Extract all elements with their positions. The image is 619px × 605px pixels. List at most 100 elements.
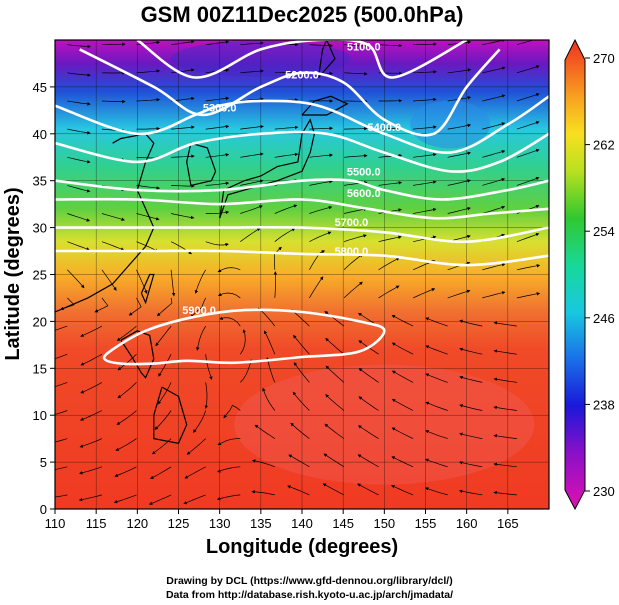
height-contours <box>55 40 549 366</box>
streamline <box>482 122 506 130</box>
streamline <box>67 44 91 49</box>
streamline <box>67 156 91 164</box>
streamline <box>357 454 379 468</box>
streamline <box>273 271 278 298</box>
streamline <box>136 69 161 74</box>
streamline <box>425 373 448 383</box>
streamline <box>516 65 540 74</box>
streamline <box>79 466 103 475</box>
streamline <box>240 329 247 355</box>
streamline <box>216 494 241 501</box>
streamline <box>325 394 345 411</box>
streamline <box>425 345 448 355</box>
streamline <box>136 40 161 46</box>
streamline <box>171 154 195 159</box>
streamline <box>412 288 436 299</box>
streamline <box>378 285 400 299</box>
streamline <box>378 235 402 243</box>
streamline <box>217 438 241 445</box>
streamline <box>343 72 368 76</box>
contour-label-5700: 5700.0 <box>335 217 369 229</box>
streamline <box>190 297 207 318</box>
streamline <box>447 289 471 299</box>
streamline <box>325 337 345 355</box>
streamline <box>148 494 172 505</box>
streamline <box>205 354 213 380</box>
contour-5500 <box>55 178 549 201</box>
streamline <box>240 205 263 214</box>
streamline <box>170 269 176 297</box>
streamline <box>343 281 363 299</box>
x-tick-label: 140 <box>291 516 313 531</box>
streamline <box>136 126 161 131</box>
contour-5100 <box>136 40 468 79</box>
streamline <box>292 391 310 411</box>
streamline <box>516 176 540 186</box>
streamline <box>459 347 483 355</box>
streamline <box>171 125 195 130</box>
credit-data: Data from http://database.rish.kyoto-u.a… <box>165 589 454 601</box>
streamline <box>240 124 264 130</box>
streamline <box>274 204 298 214</box>
streamline <box>115 438 137 451</box>
streamline <box>80 353 103 366</box>
streamline <box>358 368 379 383</box>
streamline <box>343 253 364 271</box>
streamline <box>101 99 126 104</box>
colorbar-tick-label: 246 <box>593 311 615 326</box>
streamline <box>205 153 230 158</box>
colorbar: 230 238 246 254 262 270 <box>564 38 615 511</box>
contour-5200 <box>79 48 501 137</box>
streamline <box>240 41 264 46</box>
streamline <box>240 359 253 383</box>
contour-5800 <box>55 249 549 267</box>
streamline <box>516 148 540 158</box>
y-tick-label: 35 <box>33 174 47 189</box>
streamline <box>493 405 517 411</box>
streamline <box>447 123 472 130</box>
streamline <box>358 425 379 439</box>
streamline <box>80 325 103 337</box>
streamline <box>391 315 414 327</box>
streamline <box>67 100 91 106</box>
streamline <box>205 96 230 102</box>
streamline <box>196 325 207 351</box>
streamline <box>482 40 506 46</box>
streamline <box>413 207 437 214</box>
streamline <box>264 330 276 355</box>
streamline <box>413 152 437 158</box>
streamline <box>516 232 540 243</box>
streamline <box>516 264 541 271</box>
colorbar-ticks: 230 238 246 254 262 270 <box>585 51 615 499</box>
streamline <box>55 325 68 331</box>
streamline <box>324 423 345 439</box>
streamline <box>101 269 117 291</box>
x-tick-label: 150 <box>373 516 395 531</box>
streamline <box>204 382 209 410</box>
streamline <box>205 210 230 215</box>
streamline <box>128 297 142 316</box>
streamline <box>274 70 299 75</box>
streamline <box>194 269 207 294</box>
x-tick-label: 155 <box>415 516 437 531</box>
streamline <box>94 297 109 313</box>
streamline <box>309 250 326 270</box>
streamline <box>413 97 437 102</box>
streamline <box>101 42 126 46</box>
streamline <box>343 234 367 243</box>
streamline <box>157 382 172 405</box>
streamline <box>217 267 241 273</box>
streamline <box>67 213 91 222</box>
y-tick-label: 30 <box>33 221 47 236</box>
streamline <box>55 353 68 359</box>
streamline <box>116 325 137 342</box>
contour-5700 <box>55 225 549 244</box>
streamline <box>171 68 195 74</box>
streamline <box>116 410 137 425</box>
contour-label-5100: 5100.0 <box>347 42 381 54</box>
streamline <box>516 292 541 299</box>
streamline <box>447 68 472 74</box>
streamline <box>101 213 125 221</box>
x-tick-label: 120 <box>126 516 148 531</box>
streamline <box>482 263 506 271</box>
